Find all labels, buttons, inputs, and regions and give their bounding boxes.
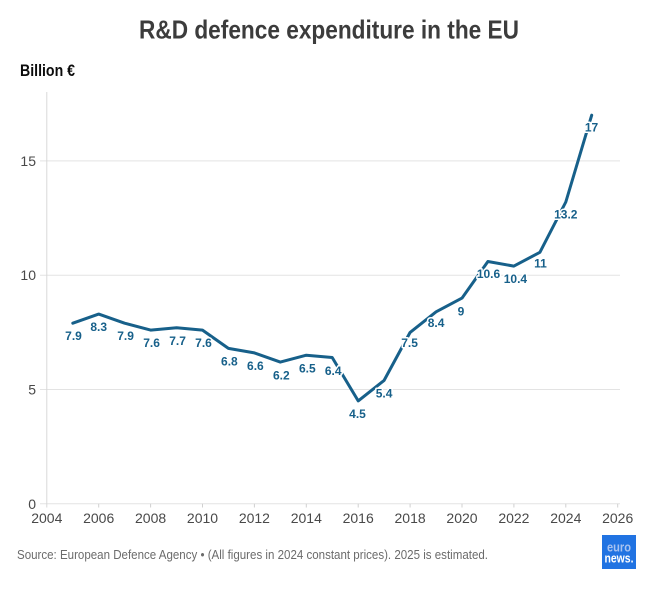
svg-text:2016: 2016 <box>343 510 374 526</box>
svg-text:news.: news. <box>605 551 634 566</box>
svg-text:15: 15 <box>20 153 36 169</box>
svg-text:2012: 2012 <box>239 510 270 526</box>
svg-text:10: 10 <box>20 267 36 283</box>
svg-text:10.6: 10.6 <box>477 267 501 281</box>
svg-text:2004: 2004 <box>31 510 62 526</box>
svg-text:0: 0 <box>28 496 36 512</box>
svg-text:6.8: 6.8 <box>221 355 238 369</box>
svg-text:7.6: 7.6 <box>195 336 212 350</box>
svg-text:7.6: 7.6 <box>143 336 160 350</box>
svg-text:10.4: 10.4 <box>504 272 528 286</box>
svg-text:2018: 2018 <box>395 510 426 526</box>
svg-text:7.9: 7.9 <box>117 329 134 343</box>
svg-text:2008: 2008 <box>135 510 166 526</box>
svg-text:R&D defence expenditure in the: R&D defence expenditure in the EU <box>139 15 519 45</box>
svg-text:Source: European Defence Agenc: Source: European Defence Agency • (All f… <box>17 547 488 562</box>
svg-text:euro: euro <box>607 540 631 555</box>
svg-text:8.4: 8.4 <box>428 316 445 330</box>
svg-text:4.5: 4.5 <box>349 407 366 421</box>
svg-text:5: 5 <box>28 382 36 398</box>
svg-text:6.6: 6.6 <box>247 359 264 373</box>
svg-text:7.5: 7.5 <box>401 336 418 350</box>
svg-text:Billion €: Billion € <box>20 61 75 80</box>
svg-text:2010: 2010 <box>187 510 218 526</box>
svg-text:2014: 2014 <box>291 510 322 526</box>
svg-text:13.2: 13.2 <box>554 208 578 222</box>
svg-text:2026: 2026 <box>602 510 633 526</box>
svg-text:2024: 2024 <box>550 510 581 526</box>
svg-text:11: 11 <box>534 256 547 270</box>
svg-text:7.9: 7.9 <box>65 329 82 343</box>
svg-text:9: 9 <box>458 305 465 319</box>
svg-text:17: 17 <box>585 120 599 134</box>
svg-text:2020: 2020 <box>446 510 477 526</box>
svg-text:5.4: 5.4 <box>376 387 393 401</box>
svg-text:7.7: 7.7 <box>169 334 186 348</box>
svg-text:6.5: 6.5 <box>299 362 316 376</box>
svg-text:8.3: 8.3 <box>90 320 107 334</box>
svg-text:6.4: 6.4 <box>325 364 342 378</box>
svg-text:2022: 2022 <box>498 510 529 526</box>
svg-text:2006: 2006 <box>83 510 114 526</box>
svg-text:6.2: 6.2 <box>273 368 290 382</box>
